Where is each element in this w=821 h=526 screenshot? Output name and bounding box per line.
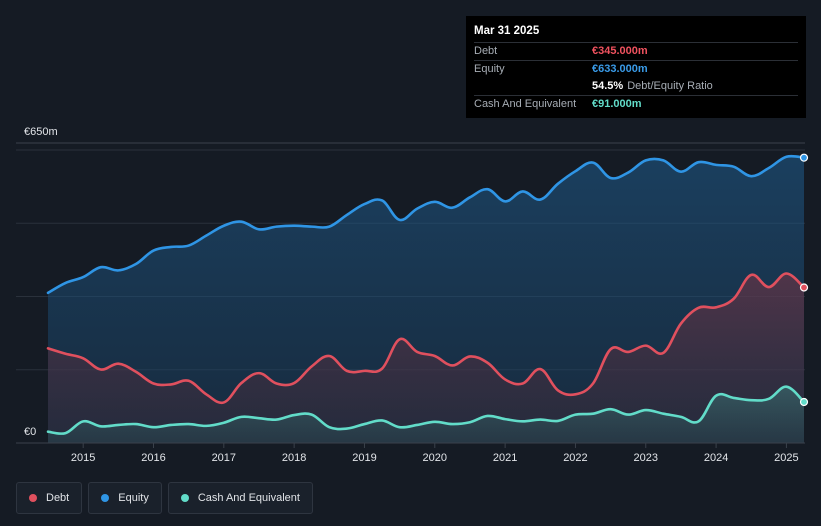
axes: €650m €0: [16, 126, 805, 444]
x-tick-label-2022: 2022: [563, 452, 587, 464]
tooltip-cash-row: Cash And Equivalent €91.000m: [474, 94, 798, 113]
equity-end-marker: [799, 153, 809, 162]
chart-tooltip: Mar 31 2025 Debt €345.000m Equity €633.0…: [466, 16, 806, 118]
legend-debt-dot-icon: [29, 494, 37, 502]
legend-equity-label: Equity: [118, 492, 149, 504]
legend-equity-dot-icon: [101, 494, 110, 502]
tooltip-equity-label: Equity: [474, 62, 505, 75]
y-tick-label-max: €650m: [24, 126, 58, 138]
cash-area: [48, 386, 804, 443]
x-tick-label-2025: 2025: [774, 452, 798, 464]
cash-line: [46, 385, 806, 435]
legend-cash-dot-icon: [180, 494, 189, 502]
x-tick-label-2023: 2023: [634, 452, 658, 464]
chart-legend: Debt Equity Cash And Equivalent: [16, 482, 313, 514]
series-lines: [46, 154, 806, 435]
x-tick-label-2015: 2015: [71, 452, 95, 464]
x-tick-label-2018: 2018: [282, 452, 306, 464]
tooltip-ratio-value: 54.5%: [592, 80, 624, 92]
legend-cash-label: Cash And Equivalent: [197, 492, 300, 504]
series-areas: [48, 156, 804, 443]
x-tick-label-2017: 2017: [212, 452, 236, 464]
tooltip-ratio-row: 54.5% Debt/Equity Ratio: [474, 77, 798, 95]
tooltip-ratio-label: Debt/Equity Ratio: [627, 80, 713, 92]
tooltip-cash-label: Cash And Equivalent: [474, 97, 577, 110]
legend-debt-label: Debt: [46, 492, 70, 504]
equity-line: [46, 154, 806, 295]
debt-line: [46, 272, 806, 405]
end-markers: [799, 153, 809, 407]
tooltip-ratio-spacer: [474, 78, 592, 95]
y-tick-label-zero: €0: [24, 426, 36, 438]
x-tick-label-2020: 2020: [423, 452, 447, 464]
cash-end-marker: [799, 397, 809, 407]
tooltip-equity-value: €633.000m: [592, 62, 648, 75]
legend-item-cash[interactable]: Cash And Equivalent: [167, 482, 313, 514]
tooltip-debt-value: €345.000m: [592, 45, 648, 57]
tooltip-debt-row: Debt €345.000m: [474, 42, 798, 60]
legend-item-equity[interactable]: Equity: [88, 482, 162, 514]
debt-area: [48, 273, 804, 443]
legend-item-debt[interactable]: Debt: [16, 482, 83, 514]
x-tick-label-2019: 2019: [352, 452, 376, 464]
x-tick-label-2021: 2021: [493, 452, 517, 464]
x-tick-label-2024: 2024: [704, 452, 728, 464]
tooltip-cash-value: €91.000m: [592, 97, 642, 110]
tooltip-debt-label: Debt: [474, 45, 498, 57]
debt-end-marker: [799, 283, 809, 292]
x-tick-label-2016: 2016: [141, 452, 165, 464]
x-tick-labels: 2015 2016 2017 2018 2019 2020 2021 2022 2023 2024…: [71, 443, 799, 464]
tooltip-date: Mar 31 2025: [474, 25, 540, 37]
tooltip-equity-row: Equity €633.000m: [474, 59, 798, 78]
